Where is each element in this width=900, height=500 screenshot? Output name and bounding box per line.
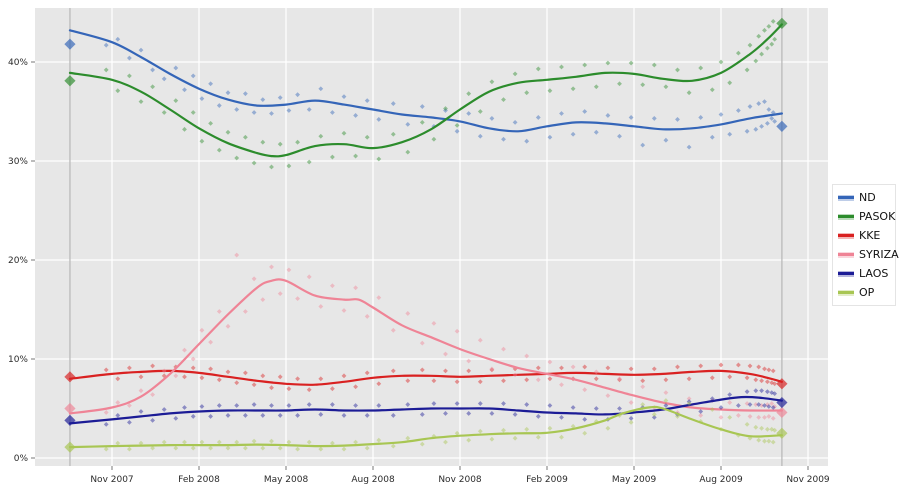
legend-swatch-op-icon (838, 288, 854, 298)
election-result-marker-laos (64, 414, 76, 426)
poll-scatter-pasok (103, 19, 778, 170)
legend-label: PASOK (859, 210, 896, 223)
legend-item-nd: ND (838, 188, 893, 207)
x-tick-label: Aug 2009 (699, 475, 743, 485)
series-op (64, 398, 788, 453)
legend-swatch-pasok-icon (838, 212, 854, 222)
election-result-marker-kke (776, 378, 788, 390)
plot-background (35, 8, 828, 466)
election-result-marker-op (776, 427, 788, 439)
x-tick-label: Feb 2009 (526, 475, 568, 485)
trend-line-syriza (68, 278, 783, 415)
legend-item-syriza: SYRIZA (838, 245, 899, 264)
poll-scatter-nd (103, 36, 778, 150)
x-tick-label: Nov 2008 (438, 475, 482, 485)
x-tick-label: May 2009 (612, 475, 657, 485)
series-pasok (64, 17, 788, 170)
y-tick-label: 0% (14, 454, 29, 464)
election-result-marker-pasok (64, 75, 76, 87)
legend-swatch-syriza-icon (838, 250, 854, 260)
series-nd (64, 29, 788, 150)
x-tick-label: May 2008 (264, 475, 309, 485)
legend-item-op: OP (838, 283, 893, 302)
election-result-marker-op (64, 441, 76, 453)
election-result-marker-nd (776, 120, 788, 132)
legend-item-pasok: PASOK (838, 207, 896, 226)
y-tick-label: 30% (8, 157, 28, 167)
y-tick-label: 40% (8, 58, 28, 68)
series-kke (64, 362, 788, 393)
poll-scatter-laos (103, 388, 778, 427)
legend-label: OP (859, 286, 875, 299)
election-result-marker-laos (776, 396, 788, 409)
legend-label: ND (859, 191, 876, 204)
trend-line-pasok (68, 23, 783, 158)
election-result-marker-pasok (776, 17, 788, 29)
legend-label: LAOS (859, 267, 889, 280)
gridlines (35, 8, 828, 466)
y-tick-label: 20% (8, 256, 28, 266)
poll-scatter-kke (103, 362, 778, 393)
x-tick-label: Feb 2008 (178, 475, 220, 485)
legend-swatch-nd-icon (838, 193, 854, 203)
election-result-marker-syriza (776, 406, 788, 419)
chart-legend: ND PASOK KKE SYRIZA LAOS OP (832, 184, 899, 306)
trend-line-kke (68, 369, 783, 386)
trend-line-laos (68, 395, 783, 425)
axes: 0% 10% 20% 30% 40% Nov 2007 Feb 2008 May 2008 Au… (8, 58, 830, 485)
x-tick-label: Aug 2008 (351, 475, 395, 485)
y-tick-label: 10% (8, 355, 28, 365)
trend-line-op (68, 405, 783, 449)
legend-label: KKE (859, 229, 881, 242)
election-result-marker-syriza (64, 402, 76, 415)
series-laos (64, 388, 788, 427)
x-tick-label: Nov 2009 (786, 475, 830, 485)
legend-item-kke: KKE (838, 226, 893, 245)
legend-swatch-kke-icon (838, 231, 854, 241)
x-tick-label: Nov 2007 (90, 475, 133, 485)
election-result-marker-kke (64, 371, 76, 383)
trend-line-nd (68, 29, 783, 133)
legend-label: SYRIZA (859, 248, 899, 261)
legend-swatch-laos-icon (838, 269, 854, 279)
legend-item-laos: LAOS (838, 264, 893, 283)
election-result-marker-nd (64, 38, 76, 50)
